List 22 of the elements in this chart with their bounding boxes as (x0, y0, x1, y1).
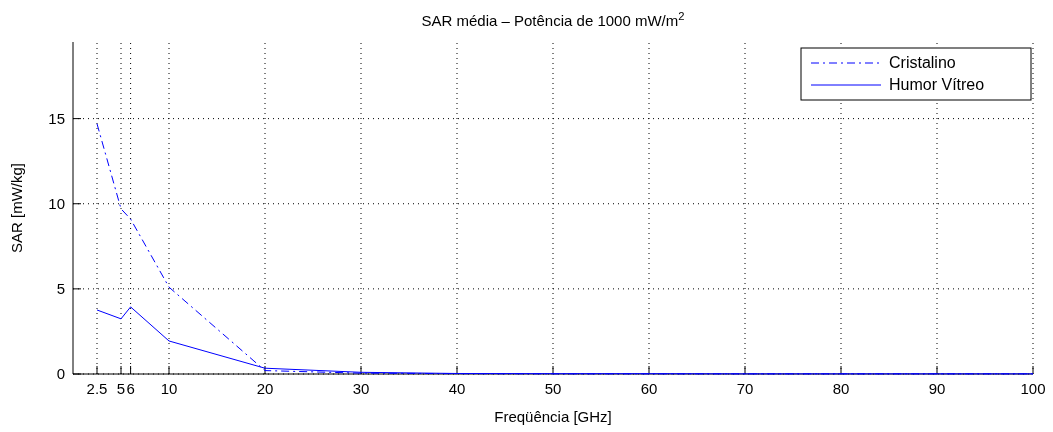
x-tick-label: 5 (116, 380, 126, 397)
y-axis-title: SAR [mW/kg] (8, 162, 25, 254)
x-tick-label: 90 (928, 380, 946, 397)
x-tick-label: 40 (448, 380, 466, 397)
x-axis-title: Freqüência [GHz] (494, 408, 612, 425)
x-tick-label: 70 (736, 380, 754, 397)
y-tick-label: 5 (56, 279, 65, 297)
x-tick-label: 30 (352, 380, 370, 397)
x-tick-label: 50 (544, 380, 562, 397)
x-tick-label: 100 (1020, 380, 1046, 397)
legend-label: Cristalino (889, 54, 956, 71)
x-tick-label: 20 (256, 380, 274, 397)
chart-title: SAR média – Potência de 1000 mW/m$^{2}$ (421, 10, 685, 29)
x-tick-label: 10 (160, 380, 178, 397)
x-tick-label: 6 (126, 380, 135, 397)
y-tick-label: 0 (56, 365, 65, 382)
y-tick-label: 15 (48, 109, 65, 127)
x-tick-label: 60 (640, 380, 658, 397)
x-tick-label: 80 (832, 380, 850, 397)
legend-label: Humor Vítreo (889, 76, 985, 93)
x-tick-label: 2.5 (86, 380, 108, 397)
y-tick-label: 10 (48, 194, 65, 212)
